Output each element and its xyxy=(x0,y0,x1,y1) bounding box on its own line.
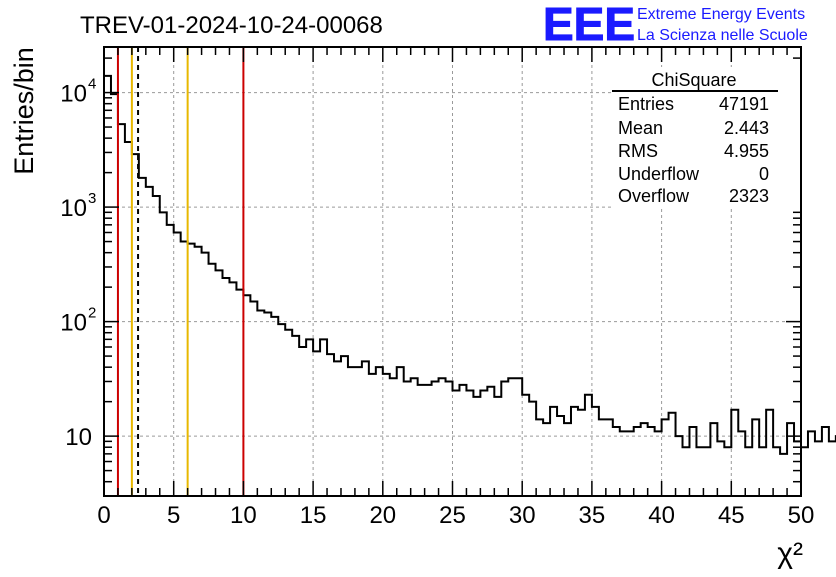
eee-logo-line2: La Scienza nelle Scuole xyxy=(637,27,808,44)
y-tick-label: 10 4 xyxy=(60,76,96,108)
y-tick-label: 10 xyxy=(65,424,92,451)
stats-label-overflow: Overflow xyxy=(618,186,690,206)
y-tick-label-base: 10 xyxy=(60,310,87,337)
x-tick-label: 10 xyxy=(230,502,257,529)
chart-title: TREV-01-2024-10-24-00068 xyxy=(80,12,383,39)
x-tick-label: 20 xyxy=(369,502,396,529)
x-axis-ticks: 0 5 10 15 20 25 30 35 40 45 50 xyxy=(97,47,814,529)
x-tick-label: 5 xyxy=(167,502,180,529)
y-tick-label-base: 10 xyxy=(60,81,87,108)
stats-value-underflow: 0 xyxy=(759,164,769,184)
x-axis-label: χ² xyxy=(777,537,803,570)
stats-label-rms: RMS xyxy=(618,141,658,161)
x-tick-label: 30 xyxy=(509,502,536,529)
stats-box-header: ChiSquare xyxy=(651,70,736,90)
x-tick-label: 15 xyxy=(300,502,327,529)
eee-logo-line1: Extreme Energy Events xyxy=(637,6,805,23)
stats-value-overflow: 2323 xyxy=(729,186,769,206)
threshold-lines xyxy=(116,47,245,496)
x-tick-label: 35 xyxy=(579,502,606,529)
stats-label-entries: Entries xyxy=(618,94,674,114)
y-tick-label-base: 10 xyxy=(60,195,87,222)
x-tick-label: 25 xyxy=(439,502,466,529)
y-axis-label: Entries/bin xyxy=(9,47,39,175)
stats-value-mean: 2.443 xyxy=(724,118,769,138)
stats-label-underflow: Underflow xyxy=(618,164,700,184)
y-tick-label-base: 10 xyxy=(65,424,92,451)
histogram-bars xyxy=(103,74,836,496)
x-tick-label: 40 xyxy=(648,502,675,529)
eee-logo: EEE Extreme Energy Events La Scienza nel… xyxy=(543,0,808,51)
stats-label-mean: Mean xyxy=(618,118,663,138)
y-tick-label-exponent: 4 xyxy=(88,76,96,93)
y-tick-label: 10 3 xyxy=(60,190,96,222)
eee-logo-mark: EEE xyxy=(543,0,635,50)
stats-value-rms: 4.955 xyxy=(724,141,769,161)
y-tick-label: 10 2 xyxy=(60,305,96,337)
y-tick-label-exponent: 2 xyxy=(88,305,96,322)
histogram-outline xyxy=(103,74,836,496)
y-tick-label-exponent: 3 xyxy=(88,190,96,207)
x-tick-label: 0 xyxy=(97,502,110,529)
x-tick-label: 50 xyxy=(788,502,815,529)
stats-box: ChiSquare Entries 47191 Mean 2.443 RMS 4… xyxy=(612,67,800,209)
stats-value-entries: 47191 xyxy=(719,94,769,114)
x-tick-label: 45 xyxy=(718,502,745,529)
